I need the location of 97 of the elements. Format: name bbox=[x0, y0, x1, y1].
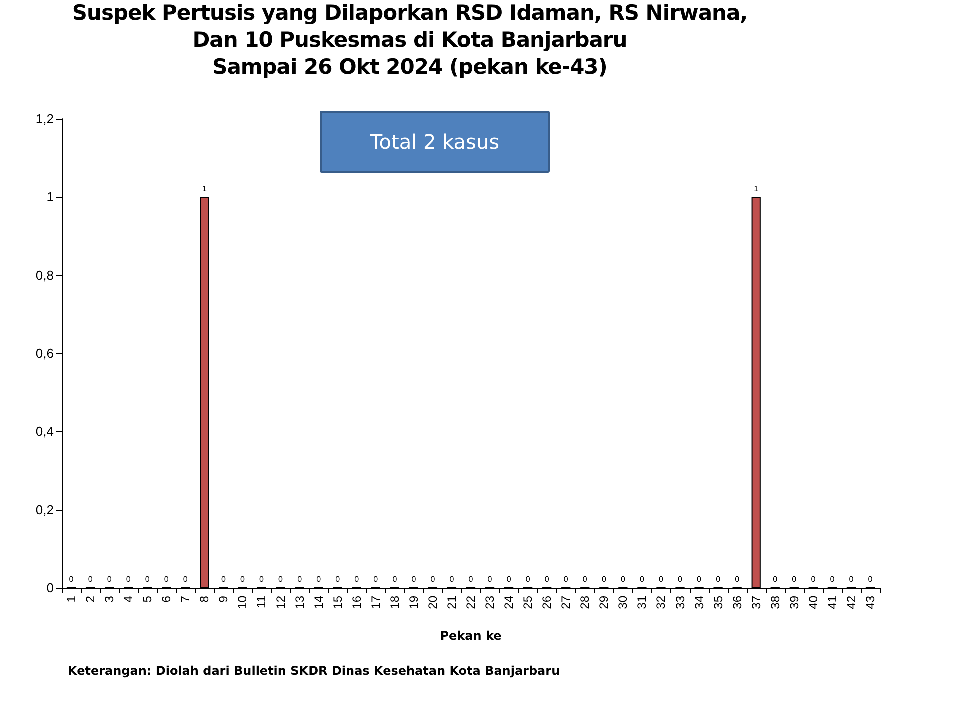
x-tick-label: 2 bbox=[84, 596, 98, 603]
data-label: 0 bbox=[678, 575, 684, 584]
x-tick-label: 12 bbox=[274, 596, 288, 610]
x-tick-label: 43 bbox=[863, 596, 878, 610]
data-label: 0 bbox=[374, 575, 379, 584]
x-axis-title: Pekan ke bbox=[440, 629, 502, 643]
x-tick-label: 3 bbox=[102, 596, 117, 603]
x-tick-label: 31 bbox=[635, 596, 650, 610]
x-tick-label: 28 bbox=[578, 596, 592, 610]
data-label: 0 bbox=[260, 575, 265, 584]
data-label: 0 bbox=[126, 575, 132, 584]
y-tick-label: 0,2 bbox=[36, 502, 54, 518]
data-label: 0 bbox=[811, 575, 816, 584]
data-label: 0 bbox=[582, 575, 588, 584]
data-label: 0 bbox=[640, 575, 645, 584]
x-tick-label: 34 bbox=[692, 596, 706, 610]
data-label: 0 bbox=[735, 575, 740, 584]
data-label: 0 bbox=[620, 575, 626, 584]
data-label: 0 bbox=[868, 575, 874, 584]
data-label: 1 bbox=[754, 184, 760, 194]
x-tick-label: 4 bbox=[122, 596, 136, 603]
data-label: 0 bbox=[221, 575, 226, 584]
x-tick-label: 22 bbox=[464, 596, 478, 610]
x-tick-label: 32 bbox=[654, 596, 668, 610]
x-tick-label: 18 bbox=[388, 596, 402, 610]
data-label: 0 bbox=[697, 575, 702, 584]
data-label: 0 bbox=[88, 575, 94, 584]
data-label: 0 bbox=[298, 575, 303, 584]
data-label: 0 bbox=[336, 575, 341, 584]
data-label: 0 bbox=[278, 575, 284, 584]
text-box: Total 2 kasus bbox=[320, 111, 550, 173]
data-label: 0 bbox=[450, 575, 455, 584]
x-tick-label: 24 bbox=[502, 596, 516, 610]
x-tick-label: 15 bbox=[330, 596, 345, 610]
data-label: 0 bbox=[430, 575, 436, 584]
x-tick-label: 6 bbox=[160, 596, 174, 603]
data-label: 0 bbox=[145, 575, 150, 584]
y-tick-label: 0,4 bbox=[36, 424, 54, 440]
data-label: 0 bbox=[240, 575, 246, 584]
x-tick-label: 26 bbox=[540, 596, 554, 610]
x-tick-label: 42 bbox=[844, 596, 858, 610]
x-tick-label: 35 bbox=[711, 596, 726, 610]
x-tick-label: 7 bbox=[178, 596, 193, 603]
data-label: 0 bbox=[164, 575, 170, 584]
data-label: 0 bbox=[544, 575, 550, 584]
x-tick-label: 1 bbox=[64, 596, 79, 603]
x-tick-label: 36 bbox=[730, 596, 744, 610]
data-label: 0 bbox=[183, 575, 188, 584]
y-tick-label: 0,6 bbox=[36, 346, 54, 361]
x-tick-label: 10 bbox=[236, 596, 250, 610]
data-label: 0 bbox=[392, 575, 398, 584]
x-tick-label: 17 bbox=[368, 596, 383, 610]
x-tick-label: 33 bbox=[673, 596, 688, 610]
x-tick-label: 5 bbox=[140, 596, 155, 603]
x-tick-label: 41 bbox=[825, 596, 840, 610]
y-tick-label: 1 bbox=[46, 190, 54, 205]
x-tick-label: 8 bbox=[198, 596, 212, 603]
x-tick-label: 14 bbox=[312, 596, 326, 610]
data-label: 0 bbox=[659, 575, 664, 584]
data-label: 0 bbox=[830, 575, 836, 584]
x-tick-label: 20 bbox=[426, 596, 440, 610]
x-tick-label: 25 bbox=[521, 596, 536, 610]
data-label: 0 bbox=[716, 575, 722, 584]
x-tick-label: 23 bbox=[483, 596, 498, 610]
data-label: 0 bbox=[773, 575, 778, 584]
data-label: 0 bbox=[849, 575, 854, 584]
x-tick-label: 27 bbox=[559, 596, 574, 610]
text: Keterangan: Diolah dari Bulletin SKDR Dinas Kesehatan Kota Banjarbaru bbox=[68, 664, 560, 678]
data-label: 0 bbox=[468, 575, 474, 584]
y-tick-label: 0 bbox=[46, 580, 54, 596]
x-tick-label: 38 bbox=[768, 596, 782, 610]
x-tick-label: 11 bbox=[254, 596, 269, 608]
x-tick-label: 40 bbox=[806, 596, 820, 610]
x-tick-label: 19 bbox=[406, 596, 421, 610]
data-label: 0 bbox=[69, 575, 74, 584]
data-label: 0 bbox=[412, 575, 417, 584]
y-tick-label: 1,2 bbox=[36, 112, 54, 126]
x-tick-label: 21 bbox=[444, 596, 459, 610]
data-label: 0 bbox=[316, 575, 322, 584]
data-label: 1 bbox=[202, 184, 208, 194]
chart-title: Suspek Pertusis yang Dilaporkan RSD Idaman, RS Nirwana, Dan 10 Puskesmas di Kota Banjarbaru Sampai 26 Okt 2024 (pekan ke-43) bbox=[71, 0, 749, 81]
data-label: 0 bbox=[488, 575, 493, 584]
x-tick-label: 30 bbox=[616, 596, 630, 610]
data-label: 0 bbox=[564, 575, 569, 584]
x-tick-label: 13 bbox=[292, 596, 307, 610]
x-tick-label: 29 bbox=[597, 596, 612, 610]
x-tick-label: 39 bbox=[787, 596, 802, 610]
y-tick-label: 0,8 bbox=[36, 268, 54, 283]
x-tick-label: 9 bbox=[216, 596, 231, 603]
data-label: 0 bbox=[354, 575, 360, 584]
data-label: 0 bbox=[506, 575, 512, 584]
data-label: 0 bbox=[792, 575, 798, 584]
data-label: 0 bbox=[602, 575, 607, 584]
x-tick-label: 16 bbox=[350, 596, 364, 610]
data-label: 0 bbox=[107, 575, 112, 584]
x-tick-label: 37 bbox=[749, 596, 764, 610]
data-label: 0 bbox=[526, 575, 531, 584]
